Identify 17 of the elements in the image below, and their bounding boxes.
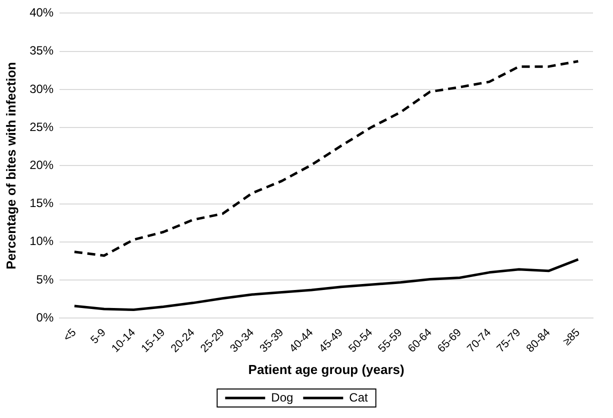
y-tick-label: 20% bbox=[30, 158, 54, 172]
x-tick-label: <5 bbox=[61, 326, 79, 344]
y-tick-label: 25% bbox=[30, 120, 54, 134]
y-tick-label: 35% bbox=[30, 44, 54, 58]
legend-label: Cat bbox=[349, 390, 369, 404]
legend-label: Dog bbox=[271, 390, 294, 404]
y-tick-label: 0% bbox=[36, 310, 54, 324]
y-axis-title: Percentage of bites with infection bbox=[3, 62, 18, 270]
y-tick-label: 5% bbox=[36, 272, 54, 286]
x-axis-title: Patient age group (years) bbox=[248, 362, 404, 377]
y-tick-label: 10% bbox=[30, 234, 54, 248]
line-series bbox=[73, 60, 580, 257]
y-tick-label: 40% bbox=[30, 6, 54, 20]
y-tick-label: 15% bbox=[30, 196, 54, 210]
x-tick-label: 5-9 bbox=[88, 326, 108, 346]
y-tick-label: 30% bbox=[30, 82, 54, 96]
x-tick-label: ≥85 bbox=[561, 326, 582, 348]
